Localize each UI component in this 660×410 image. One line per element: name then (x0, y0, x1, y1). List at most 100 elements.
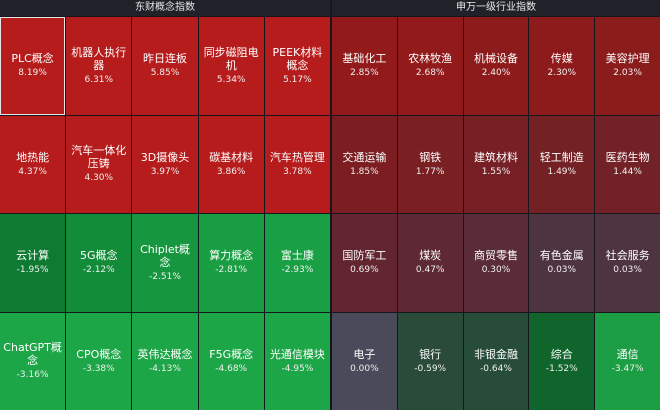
concept-tile[interactable]: ChatGPT概念 -3.16% (0, 312, 66, 410)
tile-name: 昨日连板 (142, 52, 187, 66)
tile-name: 社会服务 (605, 249, 650, 263)
concept-tile[interactable]: 英伟达概念 -4.13% (132, 312, 198, 410)
tile-change-percent: -0.59% (414, 363, 447, 374)
tile-name: 碳基材料 (209, 150, 254, 164)
tile-change-percent: 5.34% (216, 74, 246, 85)
tile-change-percent: 6.31% (84, 74, 114, 85)
tile-name: 算力概念 (209, 249, 254, 263)
tile-name: 同步磁阻电机 (203, 45, 259, 72)
tile-change-percent: 4.30% (84, 173, 114, 184)
tile-name: 5G概念 (80, 249, 118, 263)
tile-change-percent: 0.03% (547, 265, 577, 276)
tile-name: 煤炭 (419, 249, 442, 263)
tile-name: 光通信模块 (269, 347, 325, 361)
concept-tile[interactable]: F5G概念 -4.68% (198, 312, 264, 410)
tile-change-percent: -4.13% (149, 363, 181, 374)
tile-name: 综合 (550, 347, 573, 361)
tile-name: 地热能 (16, 150, 50, 164)
tile-name: F5G概念 (209, 347, 254, 361)
concept-tile[interactable]: Chiplet概念 -2.51% (132, 214, 198, 312)
concept-tile[interactable]: 地热能 4.37% (0, 115, 66, 213)
tile-name: 交通运输 (342, 150, 387, 164)
industry-tile[interactable]: 国防军工 0.69% (332, 214, 397, 312)
concept-tile[interactable]: 汽车热管理 3.78% (264, 115, 330, 213)
tile-name: 银行 (419, 347, 442, 361)
tile-change-percent: 3.97% (150, 166, 180, 177)
industry-tile[interactable]: 电子 0.00% (332, 312, 397, 410)
tile-change-percent: -2.93% (281, 265, 314, 276)
tile-change-percent: 1.44% (613, 166, 642, 177)
tile-name: ChatGPT概念 (3, 341, 62, 368)
concept-tile[interactable]: 5G概念 -2.12% (66, 214, 132, 312)
tile-name: PLC概念 (11, 52, 54, 66)
industry-index-title: 申万一级行业指数 (332, 0, 660, 16)
tile-name: 机器人执行器 (71, 45, 127, 72)
tile-name: CPO概念 (76, 347, 122, 361)
industry-tile[interactable]: 美容护理 2.03% (595, 17, 660, 115)
concept-tile[interactable]: 碳基材料 3.86% (198, 115, 264, 213)
tile-name: 汽车热管理 (269, 150, 325, 164)
concept-tile[interactable]: PEEK材料概念 5.17% (264, 17, 330, 115)
industry-tile[interactable]: 非银金融 -0.64% (463, 312, 529, 410)
tile-change-percent: 2.68% (415, 68, 445, 79)
tile-change-percent: -2.12% (82, 265, 115, 276)
tile-name: 通信 (616, 347, 639, 361)
tile-change-percent: 1.85% (350, 166, 379, 177)
tile-name: 传媒 (550, 52, 573, 66)
industry-tile[interactable]: 钢铁 1.77% (397, 115, 463, 213)
tile-change-percent: 0.00% (350, 363, 379, 374)
tile-change-percent: -2.51% (149, 271, 181, 282)
tile-change-percent: 1.55% (481, 166, 511, 177)
tile-name: 钢铁 (419, 150, 442, 164)
concept-tile[interactable]: 机器人执行器 6.31% (66, 17, 132, 115)
tile-name: 国防军工 (342, 249, 387, 263)
industry-tile[interactable]: 社会服务 0.03% (595, 214, 660, 312)
tile-change-percent: -4.68% (215, 363, 248, 374)
concept-index-title: 东财概念指数 (0, 0, 330, 16)
concept-tile[interactable]: CPO概念 -3.38% (66, 312, 132, 410)
concept-tile[interactable]: 富士康 -2.93% (264, 214, 330, 312)
industry-tile[interactable]: 商贸零售 0.30% (463, 214, 529, 312)
concept-tile[interactable]: 同步磁阻电机 5.34% (198, 17, 264, 115)
industry-tile[interactable]: 通信 -3.47% (595, 312, 660, 410)
concept-tile[interactable]: PLC概念 8.19% (0, 17, 66, 115)
tile-name: 轻工制造 (539, 150, 584, 164)
concept-heatmap-grid: PLC概念 8.19% 机器人执行器 6.31% 昨日连板 5.85% 同步磁阻电机 5.34… (0, 17, 330, 410)
tile-name: 美容护理 (605, 52, 650, 66)
tile-change-percent: 5.85% (150, 68, 180, 79)
tile-change-percent: 2.03% (613, 68, 642, 79)
industry-tile[interactable]: 农林牧渔 2.68% (397, 17, 463, 115)
tile-name: 3D摄像头 (140, 150, 190, 164)
concept-index-panel: 东财概念指数 PLC概念 8.19% 机器人执行器 6.31% 昨日连板 5.85% 同步磁… (0, 0, 330, 410)
industry-tile[interactable]: 交通运输 1.85% (332, 115, 397, 213)
industry-tile[interactable]: 煤炭 0.47% (397, 214, 463, 312)
concept-tile[interactable]: 光通信模块 -4.95% (264, 312, 330, 410)
concept-tile[interactable]: 汽车一体化压铸 4.30% (66, 115, 132, 213)
industry-tile[interactable]: 银行 -0.59% (397, 312, 463, 410)
industry-tile[interactable]: 建筑材料 1.55% (463, 115, 529, 213)
concept-tile[interactable]: 昨日连板 5.85% (132, 17, 198, 115)
tile-name: 商贸零售 (473, 249, 518, 263)
industry-tile[interactable]: 机械设备 2.40% (463, 17, 529, 115)
concept-tile[interactable]: 3D摄像头 3.97% (132, 115, 198, 213)
tile-change-percent: -4.95% (281, 363, 314, 374)
tile-change-percent: -3.38% (82, 363, 115, 374)
industry-tile[interactable]: 传媒 2.30% (529, 17, 595, 115)
industry-index-panel: 申万一级行业指数 基础化工 2.85% 农林牧渔 2.68% 机械设备 2.40% 传媒 2.… (332, 0, 660, 410)
industry-tile[interactable]: 轻工制造 1.49% (529, 115, 595, 213)
industry-tile[interactable]: 医药生物 1.44% (595, 115, 660, 213)
tile-name: 有色金属 (539, 249, 584, 263)
tile-change-percent: 0.47% (415, 265, 445, 276)
tile-change-percent: 5.17% (283, 74, 312, 85)
concept-tile[interactable]: 算力概念 -2.81% (198, 214, 264, 312)
tile-change-percent: -3.16% (16, 370, 49, 381)
industry-heatmap-grid: 基础化工 2.85% 农林牧渔 2.68% 机械设备 2.40% 传媒 2.30% 美容护理 2.… (332, 17, 660, 410)
industry-tile[interactable]: 综合 -1.52% (529, 312, 595, 410)
tile-name: 富士康 (280, 249, 314, 263)
industry-tile[interactable]: 基础化工 2.85% (332, 17, 397, 115)
concept-tile[interactable]: 云计算 -1.95% (0, 214, 66, 312)
tile-change-percent: -0.64% (480, 363, 512, 374)
tile-name: 基础化工 (342, 52, 387, 66)
industry-tile[interactable]: 有色金属 0.03% (529, 214, 595, 312)
tile-change-percent: 3.78% (283, 166, 312, 177)
